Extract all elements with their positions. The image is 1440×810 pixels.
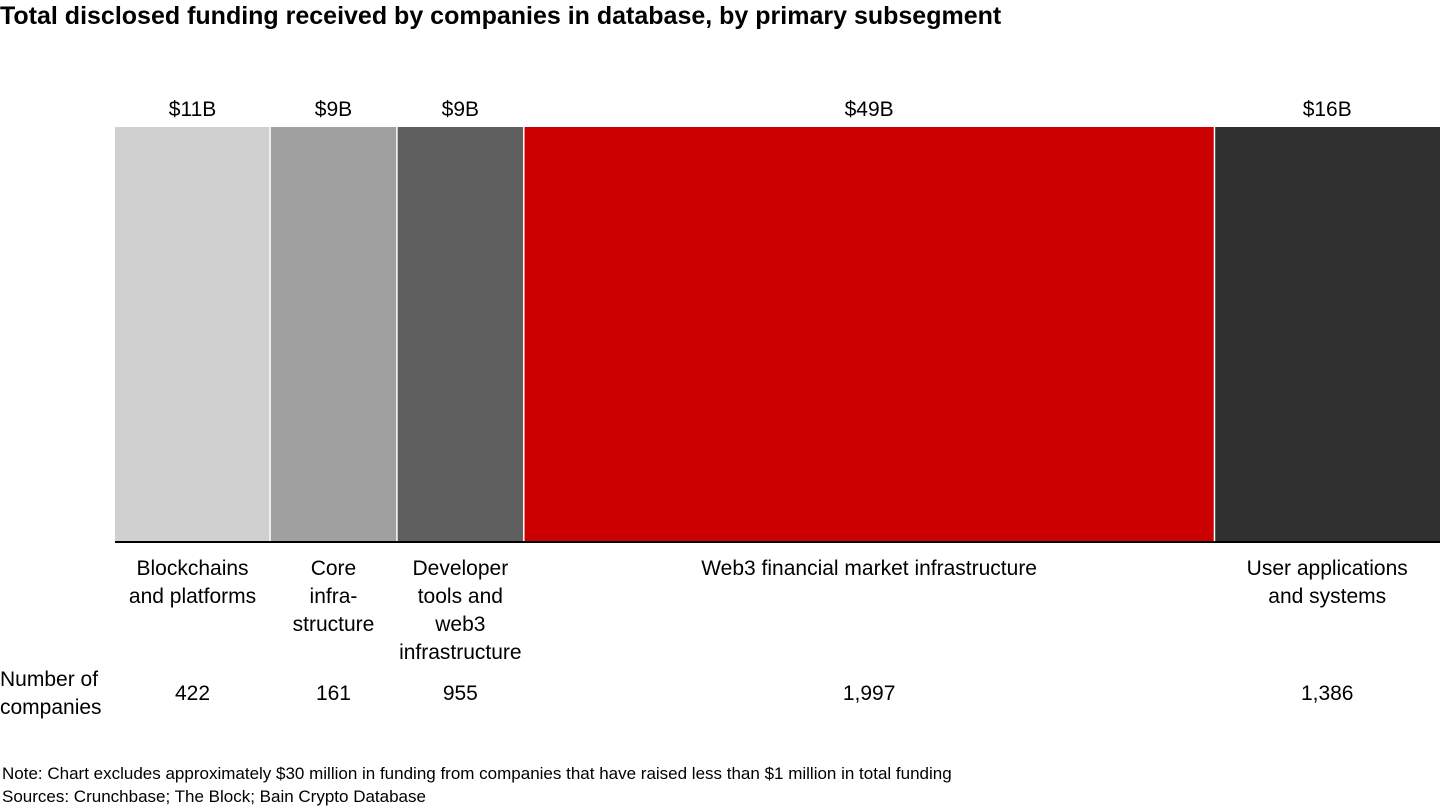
category-label: and platforms	[129, 585, 256, 608]
category-label: Web3 financial market infrastructure	[701, 557, 1037, 580]
company-count: 955	[443, 682, 478, 705]
bar-value-label: $16B	[1303, 98, 1352, 121]
bar-value-label: $9B	[442, 98, 479, 121]
bar-segment	[270, 127, 397, 542]
bar-segment	[1214, 127, 1440, 542]
companies-row-label: companies	[0, 696, 102, 719]
category-label: and systems	[1268, 585, 1386, 608]
companies-row-label: Number of	[0, 668, 98, 691]
company-count: 161	[316, 682, 351, 705]
funding-chart: $11B Blockchains and platforms 422 $9B Core in…	[0, 98, 1440, 719]
category-label: User applications	[1247, 557, 1408, 580]
company-count: 1,997	[843, 682, 896, 705]
bar-segment	[523, 127, 1215, 542]
chart-sources: Sources: Crunchbase; The Block; Bain Cry…	[2, 787, 426, 806]
bar-value-label: $11B	[169, 98, 217, 121]
category-label: Core	[311, 557, 357, 580]
category-label: structure	[293, 613, 375, 636]
bar-segment	[396, 127, 524, 542]
bar-segment	[115, 127, 271, 542]
bar-value-label: $9B	[315, 98, 352, 121]
company-count: 422	[175, 682, 210, 705]
company-count: 1,386	[1301, 682, 1354, 705]
category-label: infra-	[310, 585, 358, 608]
category-label: infrastructure	[399, 641, 522, 664]
category-label: Blockchains	[136, 557, 248, 580]
category-label: Developer	[412, 557, 508, 580]
chart-note: Note: Chart excludes approximately $30 m…	[2, 764, 952, 783]
category-label: tools and	[418, 585, 503, 608]
bar-value-label: $49B	[845, 98, 894, 121]
category-label: web3	[434, 613, 485, 636]
chart-title: Total disclosed funding received by comp…	[0, 2, 1002, 30]
